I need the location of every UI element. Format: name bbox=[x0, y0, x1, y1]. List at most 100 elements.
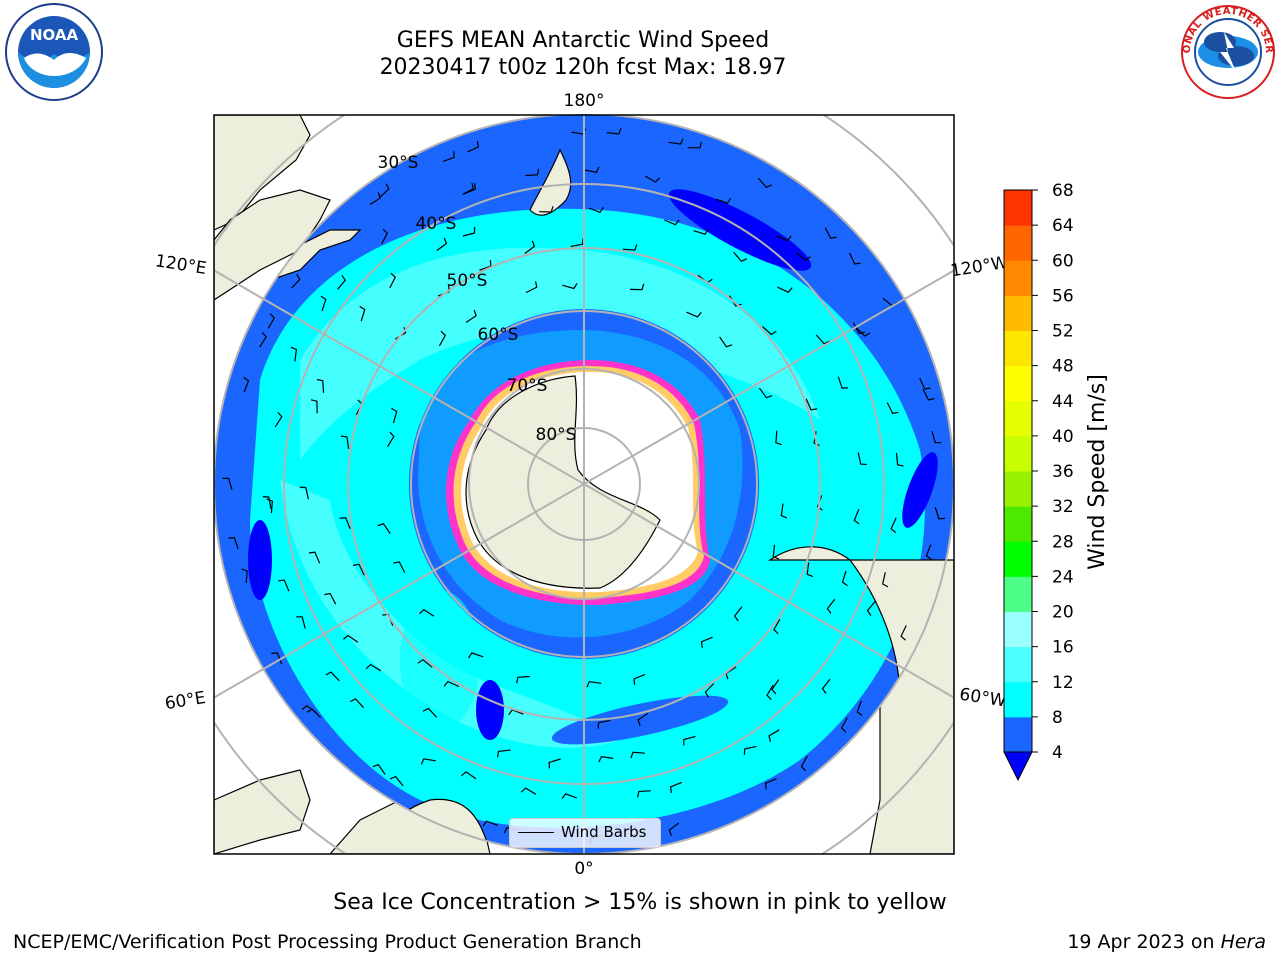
wind-barb bbox=[758, 387, 773, 399]
wind-barb bbox=[436, 237, 448, 252]
wind-barb bbox=[438, 330, 447, 347]
wind-barb bbox=[841, 570, 848, 587]
wind-barb bbox=[664, 219, 680, 226]
wind-barb bbox=[266, 498, 274, 514]
wind-barb bbox=[259, 332, 267, 348]
colorbar-segment bbox=[1004, 506, 1032, 542]
wind-barb bbox=[588, 207, 604, 214]
wind-barb bbox=[777, 286, 793, 293]
colorbar-tick-label: 48 bbox=[1052, 357, 1074, 377]
wind-barb bbox=[316, 378, 325, 393]
wind-barb bbox=[359, 305, 366, 322]
footer-credit: NCEP/EMC/Verification Post Processing Pr… bbox=[13, 931, 642, 953]
footer-date-text: 19 Apr 2023 on bbox=[1067, 931, 1221, 953]
wind-barb bbox=[379, 183, 390, 198]
colorbar-segment bbox=[1004, 611, 1032, 648]
colorbar-label: Wind Speed [m/s] bbox=[1085, 374, 1110, 570]
colorbar-segment bbox=[1004, 576, 1032, 612]
wind-barb bbox=[389, 775, 404, 787]
lat-label-80s: 80°S bbox=[536, 425, 577, 445]
wind-barb bbox=[274, 411, 283, 428]
wind-barb bbox=[467, 652, 484, 659]
nws-logo-icon: NATIONAL WEATHER SERVICE bbox=[1176, 2, 1275, 99]
wind-barb bbox=[365, 663, 382, 672]
wind-barb bbox=[422, 707, 438, 718]
wind-barb bbox=[668, 138, 684, 145]
wind-barb bbox=[308, 551, 321, 564]
wind-barb bbox=[637, 790, 651, 798]
wind-barb bbox=[772, 544, 780, 560]
wind-barb bbox=[840, 717, 848, 733]
wind-barb bbox=[465, 309, 477, 323]
colorbar-segment bbox=[1004, 260, 1032, 296]
lat-label-50s: 50°S bbox=[447, 271, 488, 291]
map-legend: Wind Barbs bbox=[509, 818, 661, 848]
wind-barb bbox=[320, 295, 327, 311]
wind-barb bbox=[443, 680, 460, 688]
wind-barb bbox=[882, 572, 889, 588]
wind-barb bbox=[369, 192, 381, 206]
wind-barb bbox=[419, 608, 435, 617]
wind-barb bbox=[934, 507, 945, 520]
wind-barb bbox=[352, 563, 365, 576]
wind-barb bbox=[267, 313, 276, 329]
colorbar-segment bbox=[1004, 295, 1032, 331]
wind-barb bbox=[922, 388, 935, 401]
wind-barb bbox=[525, 168, 540, 177]
wind-barb bbox=[389, 272, 397, 289]
wind-barb bbox=[683, 735, 696, 746]
wind-barb bbox=[372, 763, 386, 775]
wind-barb bbox=[629, 283, 645, 291]
wind-barb bbox=[462, 226, 476, 237]
wind-barb bbox=[925, 544, 932, 560]
wind-barb bbox=[919, 377, 931, 390]
wind-barb bbox=[733, 606, 743, 622]
colorbar-segment bbox=[1004, 400, 1032, 437]
lat-label-70s: 70°S bbox=[507, 376, 548, 396]
wind-barb bbox=[291, 273, 301, 289]
wind-barb bbox=[668, 822, 680, 837]
wind-barb bbox=[766, 684, 774, 701]
wind-barb bbox=[561, 793, 578, 799]
wind-barb bbox=[570, 238, 584, 247]
colorbar-tick-label: 4 bbox=[1052, 743, 1063, 763]
colorbar-tick-label: 32 bbox=[1052, 497, 1074, 517]
wind-barb bbox=[228, 537, 239, 550]
wind-barb bbox=[343, 634, 359, 643]
wind-barb bbox=[758, 177, 773, 189]
wind-barb bbox=[815, 334, 830, 345]
wind-barb bbox=[633, 673, 646, 685]
chart-title: GEFS MEAN Antarctic Wind Speed bbox=[396, 28, 770, 53]
wind-barb bbox=[849, 252, 861, 265]
colorbar-segment bbox=[1004, 541, 1032, 577]
wind-barb bbox=[516, 675, 530, 684]
colorbar-tick-label: 28 bbox=[1052, 532, 1074, 552]
wind-barb bbox=[895, 452, 904, 467]
wind-barb bbox=[780, 503, 788, 519]
colorbar-tick-label: 36 bbox=[1052, 462, 1074, 482]
colorbar-tick-label: 16 bbox=[1052, 638, 1074, 658]
wind-barb bbox=[853, 508, 860, 525]
wind-barb bbox=[597, 719, 611, 729]
wind-barb bbox=[857, 452, 867, 466]
wind-barb bbox=[644, 175, 661, 183]
wind-barb bbox=[637, 712, 649, 726]
wind-barb bbox=[377, 522, 391, 534]
wind-barb bbox=[339, 516, 351, 529]
wind-barb bbox=[324, 592, 337, 605]
wind-barb bbox=[278, 579, 290, 592]
wind-barb bbox=[866, 601, 876, 616]
lat-label-40s: 40°S bbox=[416, 214, 457, 234]
lat-label-60s: 60°S bbox=[478, 325, 519, 345]
wind-barb bbox=[381, 228, 389, 245]
wind-barb bbox=[525, 281, 538, 294]
wind-barbs bbox=[222, 127, 945, 845]
wind-barb bbox=[310, 399, 318, 414]
wind-barb bbox=[768, 729, 780, 742]
wind-barb bbox=[821, 678, 831, 694]
colorbar-tick-label: 8 bbox=[1052, 708, 1063, 728]
wind-barb bbox=[524, 240, 536, 254]
legend-label: Wind Barbs bbox=[561, 823, 647, 841]
